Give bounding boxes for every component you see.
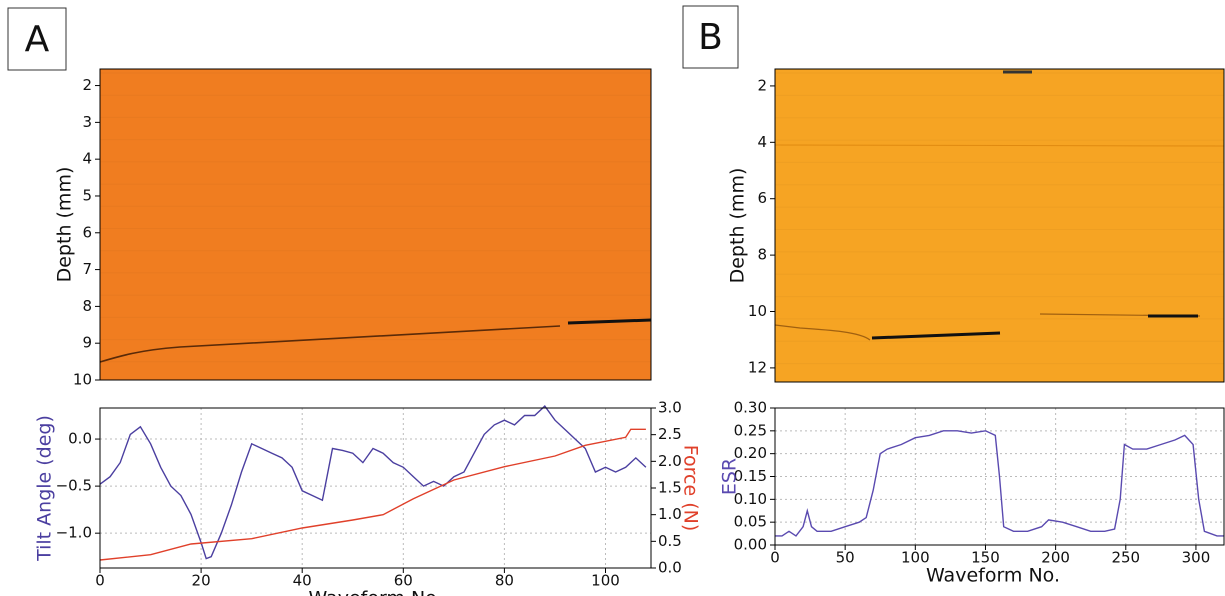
- y-tick-label: 6: [757, 189, 767, 207]
- y-tick-label: 0.25: [734, 421, 767, 439]
- reflector: [99, 325, 561, 363]
- y-tick-label: 0.15: [734, 467, 767, 485]
- reflector: [774, 144, 1225, 147]
- y2-tick-label: 0.5: [658, 532, 682, 550]
- x-tick-label: 80: [495, 572, 514, 590]
- chart-image: 2 4 6 8 10 12 Depth (mm) B: [682, 5, 1225, 383]
- y-tick-label: 0.05: [734, 513, 767, 531]
- y-tick-label: −0.5: [56, 477, 92, 495]
- y-tick-label: 2: [757, 76, 767, 94]
- chart-line: 0 50 100 150 200 250 300 0.00 0.05 0.10 0.15 0.20 0.…: [719, 399, 1225, 587]
- y-tick-label: 4: [757, 133, 767, 151]
- plot-frame: [99, 407, 652, 569]
- y-tick-label: 0.20: [734, 444, 767, 462]
- y-tick-label: 7: [82, 260, 92, 278]
- y-tick-label: 0.00: [734, 536, 767, 554]
- x-tick-label: 200: [1041, 549, 1070, 567]
- y-tick-label: −1.0: [56, 524, 92, 542]
- y-tick-label: 6: [82, 223, 92, 241]
- y-tick-label: 10: [748, 302, 767, 320]
- x-tick-label: 0: [770, 549, 780, 567]
- y-tick-label: 8: [82, 297, 92, 315]
- image: [100, 69, 651, 380]
- x-tick-label: 20: [192, 572, 211, 590]
- y2-tick-label: 1.0: [658, 505, 682, 523]
- x-tick-label: 0: [95, 572, 105, 590]
- chart-image: 2 3 4 5 6 7 8 9 10 Depth (mm) A: [7, 7, 652, 389]
- x-tick-label: 50: [836, 549, 855, 567]
- panel-label: B: [698, 17, 723, 58]
- series-line: [99, 405, 647, 560]
- y-tick-label: 9: [82, 334, 92, 352]
- panel-label-box: [7, 7, 67, 71]
- x-tick-label: 150: [971, 549, 1000, 567]
- panel-label: A: [25, 19, 50, 60]
- image: [775, 69, 1224, 382]
- y2-tick-label: 0.0: [658, 559, 682, 577]
- y-tick-label: 2: [82, 76, 92, 94]
- chart-line: 0 20 40 60 80 100 −1.0 −0.5 0.0 0.0 0.5 1.0 1.5 2.0 2.…: [34, 399, 702, 596]
- y2-tick-label: 2.0: [658, 452, 682, 470]
- y-tick-label: 0.30: [734, 399, 767, 417]
- series-line: [775, 430, 1224, 537]
- y-tick-label: 4: [82, 150, 92, 168]
- series-line: [99, 428, 646, 561]
- x-axis-label: Waveform No.: [308, 588, 442, 596]
- reflector: [567, 318, 652, 325]
- x-tick-label: 60: [394, 572, 413, 590]
- y-tick-label: 0.0: [68, 430, 92, 448]
- y-tick-label: 12: [748, 358, 767, 376]
- x-tick-label: 100: [591, 572, 620, 590]
- x-tick-label: 40: [293, 572, 312, 590]
- y-axis-label: Depth (mm): [54, 167, 76, 283]
- plot-frame: [99, 68, 652, 381]
- x-axis-label: Waveform No.: [926, 565, 1060, 587]
- y-tick-label: 3: [82, 113, 92, 131]
- y-tick-label: 8: [757, 246, 767, 264]
- y2-tick-label: 3.0: [658, 399, 682, 417]
- y-axis-label: Tilt Angle (deg): [34, 415, 56, 562]
- plot-area: [100, 408, 651, 568]
- y-axis-label: ESR: [719, 458, 741, 495]
- reflector: [774, 324, 871, 341]
- y-axis-label: Depth (mm): [727, 168, 749, 284]
- panel-label-box: [682, 5, 739, 69]
- y-tick-label: 10: [73, 371, 92, 389]
- y-tick-label: 5: [82, 186, 92, 204]
- y-tick-label: 0.10: [734, 490, 767, 508]
- reflector: [871, 331, 1001, 340]
- y2-axis-label: Force (N): [680, 445, 702, 531]
- x-tick-label: 250: [1111, 549, 1140, 567]
- plot-frame: [774, 68, 1225, 383]
- x-tick-label: 100: [901, 549, 930, 567]
- plot-frame: [774, 407, 1225, 546]
- x-tick-label: 300: [1182, 549, 1211, 567]
- y2-tick-label: 1.5: [658, 479, 682, 497]
- y2-tick-label: 2.5: [658, 425, 682, 443]
